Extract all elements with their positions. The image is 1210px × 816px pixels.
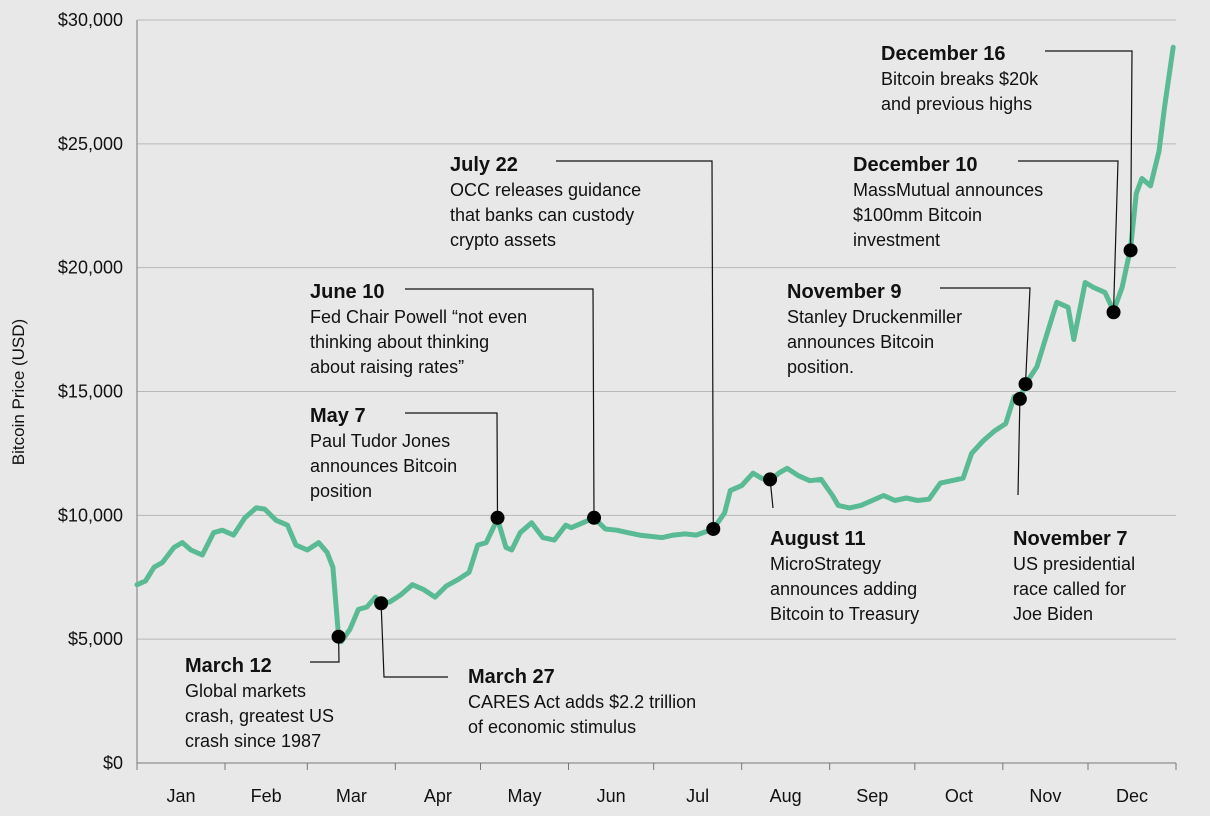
event-marker [706,521,721,536]
annotation-text: crash since 1987 [185,731,321,751]
annotation-text: crypto assets [450,230,556,250]
x-axis: Jan Feb Mar Apr May Jun Jul Aug Sep Oct Nov Dec [136,763,1177,806]
annotation-text: Joe Biden [1013,604,1093,624]
annotation-text: OCC releases guidance [450,180,641,200]
annotation-text: Fed Chair Powell “not even [310,307,527,327]
x-tick-label: Jul [686,786,709,806]
annotation: November 9 Stanley Druckenmiller announces… [787,281,1033,392]
x-tick-label: Aug [770,786,802,806]
annotation: December 10 MassMutual announces $100mm Bi… [853,154,1121,320]
annotation-text: Bitcoin breaks $20k [881,69,1039,89]
annotation-leader [940,287,1031,385]
x-tick-label: Dec [1116,786,1148,806]
annotation-text: announces Bitcoin [310,456,457,476]
annotation-leader [380,603,448,678]
event-marker [1018,377,1033,392]
annotation-text: $100mm Bitcoin [853,205,982,225]
event-marker [587,510,602,525]
annotation-text: of economic stimulus [468,717,636,737]
event-marker [331,629,346,644]
annotations: March 12 Global markets crash, greatest US… [185,43,1138,751]
annotation-text: MassMutual announces [853,180,1043,200]
annotation-title: May 7 [310,405,366,427]
annotation-title: December 10 [853,154,978,176]
y-tick-label: $15,000 [58,382,123,402]
y-tick-label: $20,000 [58,258,123,278]
price-line [134,44,1176,645]
x-tick-label: Jun [597,786,626,806]
event-marker [763,472,778,487]
x-tick-label: Nov [1029,786,1061,806]
y-axis: $0 $5,000 $10,000 $15,000 $20,000 $25,000 $30,… [58,10,138,773]
annotation-title: March 12 [185,655,272,677]
annotation-text: about raising rates” [310,357,464,377]
event-marker [374,596,389,611]
annotation-text: CARES Act adds $2.2 trillion [468,692,696,712]
annotation-text: investment [853,230,940,250]
annotation-title: November 9 [787,281,902,303]
annotation-title: August 11 [770,528,866,550]
annotation-leader [310,636,340,663]
annotation-text: position [310,481,372,501]
annotation-leader [1017,398,1021,496]
annotation-title: June 10 [310,281,384,303]
annotation-text: that banks can custody [450,205,634,225]
annotation-text: Stanley Druckenmiller [787,307,962,327]
annotation-text: announces Bitcoin [787,332,934,352]
annotation-title: November 7 [1013,528,1128,550]
annotation-text: Global markets [185,681,306,701]
annotation: August 11 MicroStrategy announces adding Bi… [763,472,919,624]
annotation-text: race called for [1013,579,1126,599]
annotation-text: Bitcoin to Treasury [770,604,919,624]
y-tick-label: $0 [103,753,123,773]
annotation: May 7 Paul Tudor Jones announces Bitcoin po… [310,405,505,525]
x-tick-label: Apr [424,786,452,806]
price-series [134,44,1176,645]
gridlines [137,19,1176,764]
annotation-text: MicroStrategy [770,554,881,574]
annotation-text: announces adding [770,579,917,599]
event-marker [1123,243,1138,258]
annotation-text: US presidential [1013,554,1135,574]
event-marker [490,510,505,525]
event-marker [1012,391,1027,406]
annotation-text: crash, greatest US [185,706,334,726]
annotation-text: position. [787,357,854,377]
annotation-text: thinking about thinking [310,332,489,352]
event-marker [1106,305,1121,320]
annotation: June 10 Fed Chair Powell “not even thinkin… [310,281,602,525]
annotation-title: July 22 [450,154,518,176]
annotation: March 27 CARES Act adds $2.2 trillion of e… [374,596,696,737]
y-tick-label: $5,000 [68,629,123,649]
annotation: November 7 US presidential race called for… [1012,391,1135,624]
x-tick-label: May [507,786,541,806]
y-tick-label: $30,000 [58,10,123,30]
annotation: July 22 OCC releases guidance that banks c… [450,154,721,536]
x-tick-label: Jan [166,786,195,806]
annotation-leader [556,160,714,530]
annotation-leader [405,288,595,518]
x-tick-label: Sep [856,786,888,806]
x-tick-label: Feb [251,786,282,806]
annotation-leader [1018,160,1119,313]
x-tick-label: Mar [336,786,367,806]
annotation-leader [405,412,499,518]
annotation: March 12 Global markets crash, greatest US… [185,629,346,751]
annotation-title: December 16 [881,43,1006,65]
y-tick-label: $25,000 [58,134,123,154]
annotation-text: Paul Tudor Jones [310,431,450,451]
y-tick-label: $10,000 [58,505,123,525]
y-axis-label: Bitcoin Price (USD) [9,319,28,465]
annotation-text: and previous highs [881,94,1032,114]
annotation-leader [1045,50,1133,251]
x-tick-label: Oct [945,786,973,806]
annotation-title: March 27 [468,666,555,688]
annotation: December 16 Bitcoin breaks $20k and previo… [881,43,1138,258]
